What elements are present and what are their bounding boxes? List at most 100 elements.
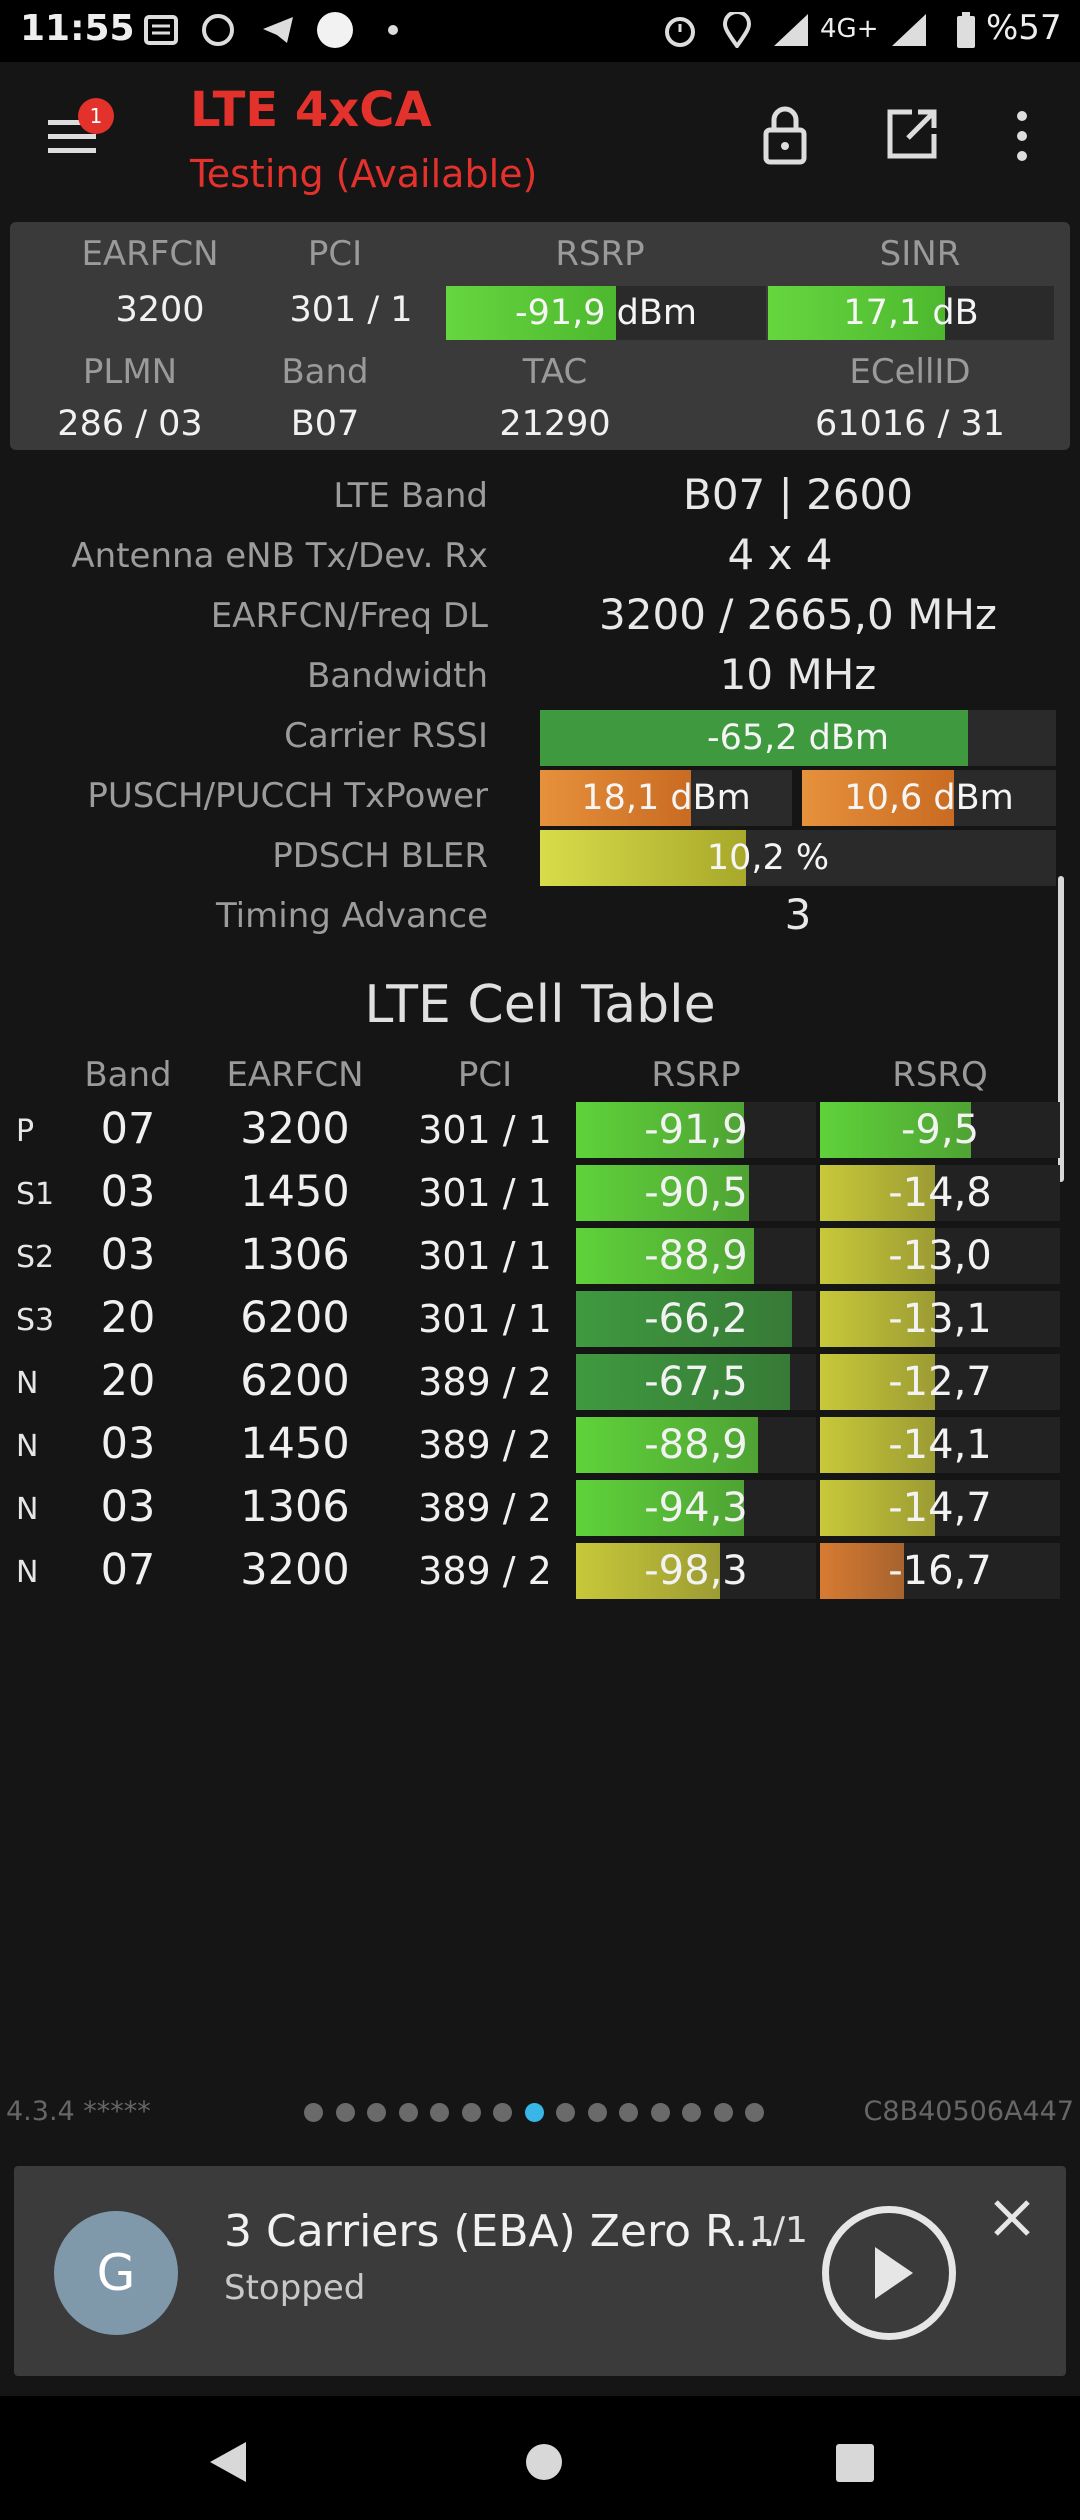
row-earfcn: 1306 [240, 1482, 350, 1532]
row-rsrp-bar-fill [576, 1543, 720, 1599]
open-external-icon[interactable] [884, 106, 940, 162]
page-dot[interactable] [304, 2103, 323, 2122]
page-dot[interactable] [430, 2103, 449, 2122]
hamburger-menu-icon[interactable] [46, 112, 102, 160]
row-rsrp-bar: -90,5 [576, 1165, 816, 1221]
telegram-icon [263, 17, 293, 43]
app-subtitle: Testing (Available) [190, 152, 538, 196]
row-band: 03 [100, 1230, 156, 1280]
more-options-icon[interactable] [1010, 108, 1034, 164]
table-row: N 03 1306 389 / 2 -94,3 -14,7 [0, 1478, 1080, 1538]
home-icon[interactable] [522, 2440, 566, 2484]
row-rsrq-bar: -13,1 [820, 1291, 1060, 1347]
row-rsrq-bar-fill [820, 1228, 936, 1284]
cell-hex-id: C8B40506A447 [863, 2096, 1074, 2127]
avatar: G [54, 2211, 178, 2335]
row-band: 07 [100, 1545, 156, 1595]
row-pci: 389 / 2 [418, 1360, 552, 1404]
network-type: 4G+ [820, 14, 879, 44]
bandwidth-value: 10 MHz [719, 650, 877, 699]
page-dot[interactable] [493, 2103, 512, 2122]
carrier-rssi-bar: -65,2 dBm [540, 710, 1056, 766]
row-pci: 301 / 1 [418, 1297, 552, 1341]
row-rsrp-bar: -94,3 [576, 1480, 816, 1536]
tac-header: TAC [522, 352, 588, 392]
row-band: 03 [100, 1419, 156, 1469]
battery-level: %57 [986, 8, 1062, 48]
whatsapp-icon [202, 14, 234, 46]
page-dot[interactable] [650, 2103, 670, 2122]
row-rsrq-bar-fill [820, 1165, 936, 1221]
page-dot[interactable] [619, 2103, 638, 2122]
row-type: S1 [16, 1177, 55, 1212]
page-dot[interactable] [556, 2103, 575, 2122]
battery-icon [957, 12, 975, 48]
status-bar: 11:55 4G+ %57 [0, 0, 1080, 62]
row-rsrp-bar-fill [576, 1102, 744, 1158]
row-rsrp-bar: -91,9 [576, 1102, 816, 1158]
navigation-bar [0, 2396, 1080, 2520]
rsrp-bar: -91,9 dBm [446, 286, 766, 340]
page-dot[interactable] [682, 2103, 701, 2122]
play-button[interactable] [822, 2206, 956, 2340]
row-rsrq-bar: -13,0 [820, 1228, 1060, 1284]
row-rsrp: -98,3 [644, 1548, 748, 1594]
page-dot[interactable] [335, 2103, 355, 2122]
carrier-rssi-value: -65,2 dBm [706, 718, 889, 758]
row-pci: 301 / 1 [418, 1171, 552, 1215]
bler-label: PDSCH BLER [272, 836, 488, 876]
page-dot[interactable] [713, 2103, 733, 2122]
row-rsrp: -94,3 [644, 1485, 748, 1531]
lte-band-value: B07 | 2600 [683, 470, 913, 519]
row-rsrq: -13,1 [888, 1296, 992, 1342]
signal-icon [774, 14, 808, 46]
table-row: N 07 3200 389 / 2 -98,3 -16,7 [0, 1541, 1080, 1601]
pusch-bar: 18,1 dBm [540, 770, 792, 826]
pucch-bar: 10,6 dBm [802, 770, 1056, 826]
page-dot[interactable] [587, 2103, 607, 2122]
band-col-header: Band [84, 1055, 172, 1095]
page-dot[interactable] [398, 2103, 418, 2122]
row-rsrq-bar-fill [820, 1291, 936, 1347]
row-rsrp-bar-fill [576, 1291, 792, 1347]
row-rsrq-bar-fill [820, 1480, 936, 1536]
row-pci: 389 / 2 [418, 1549, 552, 1593]
row-rsrq-bar: -16,7 [820, 1543, 1060, 1599]
row-rsrp-bar: -88,9 [576, 1417, 816, 1473]
rsrp-bar-fill [446, 286, 616, 340]
antenna-value: 4 x 4 [727, 530, 833, 579]
band-header: Band [281, 352, 369, 392]
page-dot[interactable] [745, 2103, 764, 2122]
row-rsrp: -91,9 [644, 1107, 748, 1153]
table-row: N 20 6200 389 / 2 -67,5 -12,7 [0, 1352, 1080, 1412]
scrollbar[interactable] [1058, 876, 1064, 1182]
row-rsrq: -14,1 [888, 1422, 992, 1468]
row-rsrq-bar-fill [820, 1543, 904, 1599]
row-rsrq-bar-fill [820, 1354, 936, 1410]
back-icon[interactable] [206, 2438, 250, 2486]
row-type: N [16, 1429, 39, 1464]
test-player[interactable]: G 3 Carriers (EBA) Zero R... 1/1 Stopped [14, 2166, 1066, 2376]
lock-icon[interactable] [760, 104, 810, 166]
app-title: LTE 4xCA [190, 82, 432, 138]
row-rsrp-bar-fill [576, 1354, 790, 1410]
band-value: B07 [290, 404, 360, 444]
row-earfcn: 1450 [240, 1419, 350, 1469]
carrier-rssi-label: Carrier RSSI [284, 716, 488, 756]
status-time: 11:55 [20, 8, 135, 49]
page-dot[interactable] [524, 2103, 544, 2122]
page-dot[interactable] [461, 2103, 481, 2122]
row-rsrq: -14,7 [888, 1485, 992, 1531]
row-type: S3 [16, 1303, 55, 1338]
close-icon[interactable] [990, 2196, 1034, 2240]
alarm-icon [665, 17, 695, 47]
row-type: N [16, 1366, 39, 1401]
row-earfcn: 3200 [240, 1545, 350, 1595]
page-dot[interactable] [367, 2103, 386, 2122]
pci-value: 301 / 1 [289, 290, 413, 330]
row-rsrq-bar-fill [820, 1417, 936, 1473]
plmn-header: PLMN [82, 352, 178, 392]
recents-icon[interactable] [834, 2442, 876, 2484]
row-earfcn: 6200 [240, 1356, 350, 1406]
table-row: N 03 1450 389 / 2 -88,9 -14,1 [0, 1415, 1080, 1475]
